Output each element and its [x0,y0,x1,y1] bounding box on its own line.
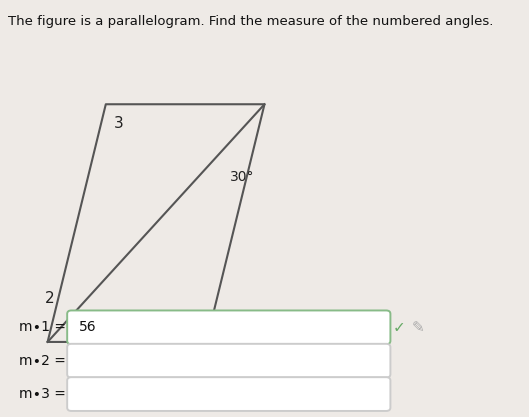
Text: m∙3 =: m∙3 = [19,387,66,401]
FancyBboxPatch shape [67,344,390,378]
Text: ✓: ✓ [393,320,406,335]
Text: 2: 2 [45,291,54,306]
Text: m∙2 =: m∙2 = [19,354,66,368]
Text: 3: 3 [114,116,123,131]
FancyBboxPatch shape [67,377,390,411]
Text: The figure is a parallelogram. Find the measure of the numbered angles.: The figure is a parallelogram. Find the … [8,15,494,28]
FancyBboxPatch shape [67,310,390,344]
Text: 56: 56 [79,320,97,334]
Text: 94°: 94° [138,329,162,343]
Text: m∙1 =: m∙1 = [19,320,66,334]
Text: 30°: 30° [230,170,254,184]
Text: 1: 1 [71,320,81,335]
Text: ✎: ✎ [412,320,424,335]
